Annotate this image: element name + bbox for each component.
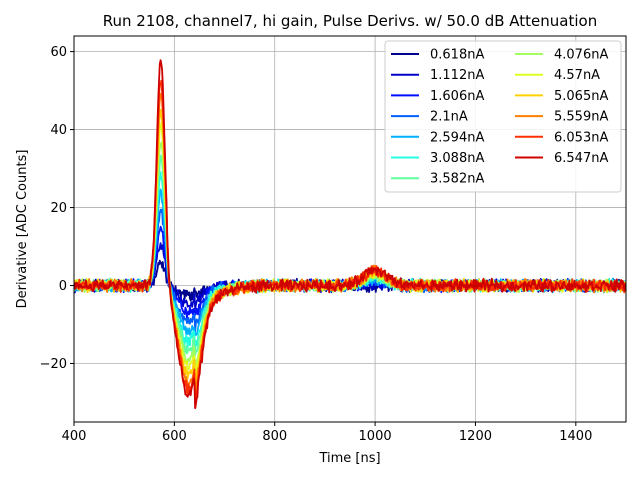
legend-box xyxy=(384,40,622,193)
y-tick-label: 40 xyxy=(50,123,67,138)
plot-area xyxy=(74,59,626,410)
legend: 0.618nA 1.112nA 1.606nA 2.1nA 2.594nA 3.088nA… xyxy=(384,40,622,193)
x-axis-label: Time [ns] xyxy=(318,451,380,466)
y-axis-label: Derivative [ADC Counts] xyxy=(15,150,30,309)
legend-label: 6.053nA xyxy=(554,130,608,145)
legend-label: 6.547nA xyxy=(554,151,608,166)
chart-title: Run 2108, channel7, hi gain, Pulse Deriv… xyxy=(103,12,597,30)
y-tick-label: 20 xyxy=(50,201,67,216)
legend-label: 3.088nA xyxy=(430,151,484,166)
legend-label: 2.594nA xyxy=(430,130,484,145)
legend-label: 2.1nA xyxy=(430,110,468,125)
plot-frame xyxy=(73,35,627,423)
x-tick-label: 800 xyxy=(262,429,287,444)
legend-label: 0.618nA xyxy=(430,48,484,63)
x-tick-label: 1200 xyxy=(459,429,492,444)
series-line-12 xyxy=(74,59,626,410)
y-tick-label: 0 xyxy=(59,279,67,294)
legend-label: 3.582nA xyxy=(430,172,484,187)
x-tick-label: 1400 xyxy=(559,429,592,444)
legend-label: 1.112nA xyxy=(430,68,484,83)
legend-label: 1.606nA xyxy=(430,89,484,104)
x-tick-label: 1000 xyxy=(359,429,392,444)
axes: 400 600 800 1000 1200 1400 −20 0 20 40 60 xyxy=(40,45,593,444)
legend-label: 5.065nA xyxy=(554,89,608,104)
legend-label: 5.559nA xyxy=(554,110,608,125)
legend-label: 4.57nA xyxy=(554,68,600,83)
x-tick-label: 400 xyxy=(62,429,87,444)
y-tick-label: 60 xyxy=(50,45,67,60)
y-tick-label: −20 xyxy=(40,357,67,372)
x-tick-label: 600 xyxy=(162,429,187,444)
legend-label: 4.076nA xyxy=(554,48,608,63)
